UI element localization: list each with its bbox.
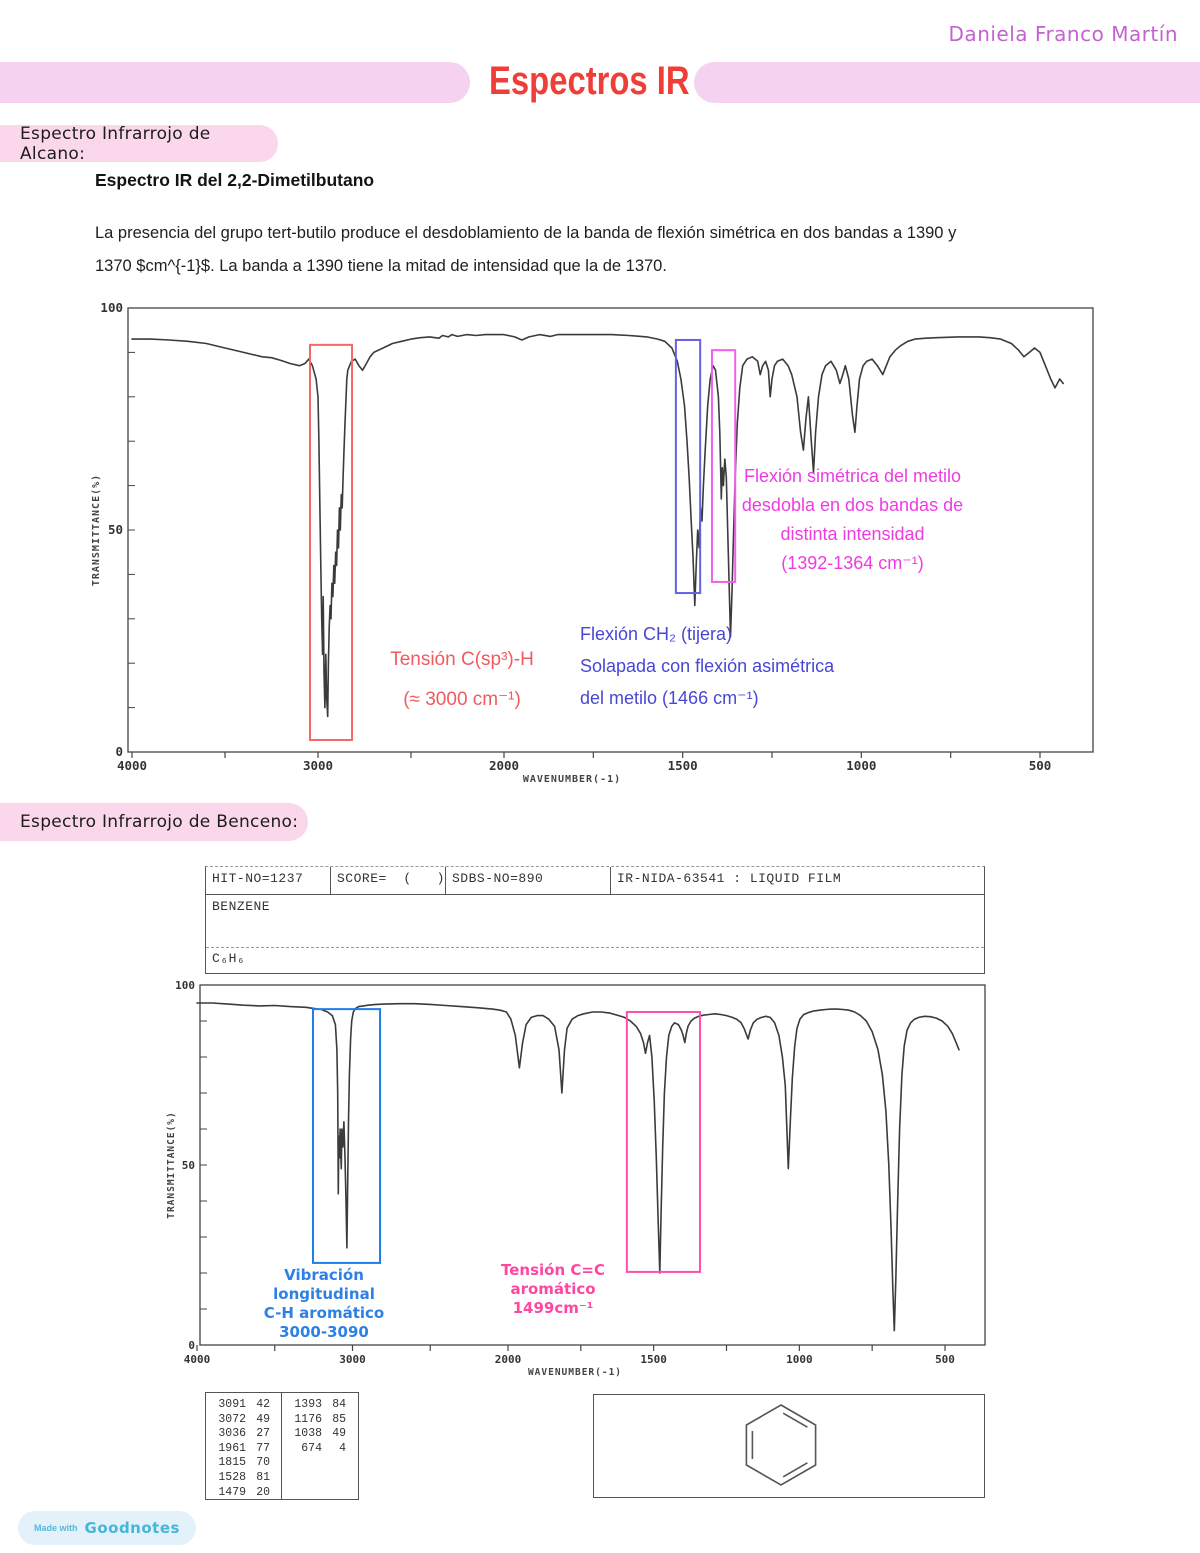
annotation-line: desdobla en dos bandas de [741,495,964,515]
svg-text:1500: 1500 [668,758,698,773]
annotation-line: C-H aromático [263,1304,385,1322]
annotation-flexion-simetrica: Flexión simétrica del metilo desdobla en… [725,462,980,578]
sdbs-no: SDBS-NO=890 [446,867,611,894]
sdbs-header-row: HIT-NO=1237 SCORE= ( ) SDBS-NO=890 IR-NI… [206,867,984,895]
goodnotes-logo: Goodnotes [84,1519,180,1537]
svg-text:2000: 2000 [495,1353,522,1366]
peak-row: 3091 42 [218,1398,270,1411]
peak-row: 3072 49 [218,1412,270,1426]
sdbs-ir-id: IR-NIDA-63541 : LIQUID FILM [617,871,842,886]
svg-text:50: 50 [182,1159,195,1172]
paragraph-line-1: La presencia del grupo tert-butilo produ… [95,224,957,242]
sdbs-compound-name: BENZENE [212,899,271,914]
svg-text:0: 0 [115,744,123,759]
svg-text:3000: 3000 [339,1353,366,1366]
svg-text:4000: 4000 [117,758,147,773]
annotation-line: (1392-1364 cm⁻¹) [781,553,924,573]
svg-text:TRANSMITTANCE(%): TRANSMITTANCE(%) [166,1111,177,1219]
svg-text:1500: 1500 [640,1353,667,1366]
svg-text:100: 100 [100,300,123,315]
made-with-label: Made with [34,1523,78,1533]
annotation-line: distinta intensidad [780,524,925,544]
paragraph-line-2: 1370 $cm^{-1}$. La banda a 1390 tiene la… [95,257,667,275]
svg-text:500: 500 [1029,758,1052,773]
annotation-line: aromático 1499cm⁻¹ [510,1280,596,1317]
svg-text:500: 500 [935,1353,955,1366]
author-name: Daniela Franco Martín [948,22,1178,46]
svg-text:2000: 2000 [489,758,519,773]
peak-row: 1528 81 [218,1470,270,1484]
annotation-ch-aromatic: Vibración longitudinal C-H aromático 300… [240,1266,408,1342]
peak-row: 1393 84 [294,1398,346,1411]
benzene-structure-icon [745,1404,817,1486]
annotation-line: Tensión C=C [501,1261,605,1279]
svg-text:4000: 4000 [184,1353,211,1366]
title-banner-left-bar [0,62,470,103]
svg-text:1000: 1000 [846,758,876,773]
annotation-line: (≈ 3000 cm⁻¹) [403,689,521,710]
peak-row: 3036 27 [218,1427,270,1441]
peak-row: 674 4 [301,1441,346,1455]
goodnotes-badge: Made with Goodnotes [18,1511,196,1545]
annotation-line: Solapada con flexión asimétrica [580,656,835,676]
peak-row: 1038 49 [294,1427,346,1441]
peak-row: 1815 70 [218,1456,270,1470]
svg-text:TRANSMITTANCE(%): TRANSMITTANCE(%) [91,474,102,586]
svg-text:100: 100 [175,979,195,992]
annotation-line: 3000-3090 [279,1323,369,1341]
svg-text:WAVENUMBER(-1): WAVENUMBER(-1) [523,774,621,785]
peak-row: 1176 85 [294,1412,346,1426]
peak-row: 1479 20 [218,1485,270,1499]
svg-text:1000: 1000 [786,1353,813,1366]
sdbs-score: SCORE= ( ) [331,867,446,894]
annotation-line: Vibración longitudinal [273,1266,375,1303]
svg-text:50: 50 [108,522,123,537]
heading-benceno-label: Espectro Infrarrojo de Benceno: [20,812,299,832]
sdbs-hit-no: HIT-NO=1237 [206,867,331,894]
annotation-line: Flexión CH₂ (tijera) [580,624,733,644]
peak-table-right-column: 1393 84 1176 85 1038 49 674 4 [282,1393,358,1499]
peak-row: 1961 77 [218,1441,270,1455]
annotation-tension-csp3h: Tensión C(sp³)-H (≈ 3000 cm⁻¹) [352,640,572,720]
heading-alcano-pill: Espectro Infrarrojo de Alcano: [0,123,278,164]
peak-table: 3091 42 3072 49 3036 27 1961 77 1815 70 1528 81 1479… [205,1392,359,1500]
annotation-line: del metilo (1466 cm⁻¹) [580,688,759,708]
heading-benceno-pill: Espectro Infrarrojo de Benceno: [0,803,308,841]
structure-box [593,1394,985,1498]
annotation-flexion-ch2: Flexión CH₂ (tijera) Solapada con flexió… [580,618,880,714]
annotation-cc-aromatic: Tensión C=C aromático 1499cm⁻¹ [468,1261,638,1318]
svg-text:3000: 3000 [303,758,333,773]
svg-text:0: 0 [188,1339,195,1352]
heading-alcano-label: Espectro Infrarrojo de Alcano: [20,123,211,164]
subtitle-dimetilbutano: Espectro IR del 2,2-Dimetilbutano [95,170,375,190]
peak-table-left-column: 3091 42 3072 49 3036 27 1961 77 1815 70 1528 81 1479… [206,1393,282,1499]
svg-text:WAVENUMBER(-1): WAVENUMBER(-1) [528,1367,622,1378]
annotation-line: Tensión C(sp³)-H [390,649,534,670]
annotation-line: Flexión simétrica del metilo [743,466,962,486]
page-title: Espectros IR [489,59,690,103]
title-banner-right-bar [694,62,1200,103]
sdbs-formula: C₆H₆ [206,947,984,973]
sdbs-header-table: HIT-NO=1237 SCORE= ( ) SDBS-NO=890 IR-NI… [205,866,985,974]
